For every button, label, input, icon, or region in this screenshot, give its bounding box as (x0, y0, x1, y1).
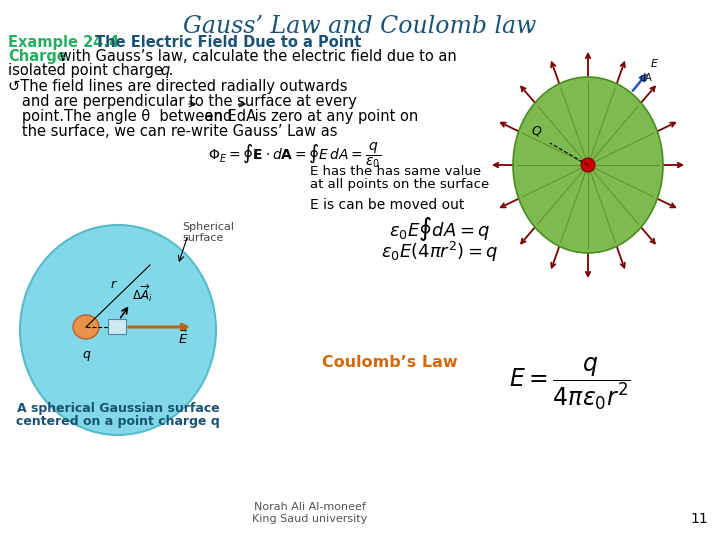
Text: dA: dA (639, 73, 652, 83)
Text: with Gauss’s law, calculate the electric field due to an: with Gauss’s law, calculate the electric… (55, 49, 456, 64)
Circle shape (581, 158, 595, 172)
Text: 11: 11 (690, 512, 708, 526)
Text: −: − (81, 320, 91, 333)
Text: q: q (82, 348, 90, 361)
Text: r: r (110, 278, 116, 291)
Text: q.: q. (160, 63, 174, 78)
Text: and are perpendicular to the surface at every: and are perpendicular to the surface at … (8, 94, 357, 109)
Text: E: E (651, 59, 658, 69)
Text: King Saud university: King Saud university (253, 514, 368, 524)
Bar (108, 319, 126, 334)
Text: point.The angle θ  between E: point.The angle θ between E (8, 109, 236, 124)
Text: $\epsilon_0 E(4\pi r^2) = q$: $\epsilon_0 E(4\pi r^2) = q$ (381, 240, 499, 264)
Text: The Electric Field Due to a Point: The Electric Field Due to a Point (95, 35, 361, 50)
Text: Coulomb’s Law: Coulomb’s Law (322, 355, 458, 370)
Text: Q: Q (531, 124, 541, 137)
Ellipse shape (20, 225, 216, 435)
Text: A spherical Gaussian surface: A spherical Gaussian surface (17, 402, 220, 415)
Text: $\vec{E}$: $\vec{E}$ (178, 329, 189, 347)
Text: E is can be moved out: E is can be moved out (310, 198, 464, 212)
Text: Spherical: Spherical (182, 222, 234, 232)
Text: Charge: Charge (8, 49, 67, 64)
Text: E has the has same value: E has the has same value (310, 165, 481, 178)
Text: $E = \dfrac{q}{4\pi\epsilon_0 r^2}$: $E = \dfrac{q}{4\pi\epsilon_0 r^2}$ (509, 355, 631, 412)
Text: at all points on the surface: at all points on the surface (310, 178, 490, 191)
Text: surface: surface (182, 233, 223, 243)
Text: Gauss’ Law and Coulomb law: Gauss’ Law and Coulomb law (184, 15, 536, 38)
Text: the surface, we can re-write Gauss’ Law as: the surface, we can re-write Gauss’ Law … (8, 124, 338, 139)
Text: Norah Ali Al-moneef: Norah Ali Al-moneef (254, 502, 366, 512)
Ellipse shape (73, 315, 99, 339)
Text: is zero at any point on: is zero at any point on (250, 109, 418, 124)
Text: ↺The field lines are directed radially outwards: ↺The field lines are directed radially o… (8, 79, 348, 94)
Text: $\overrightarrow{\Delta A_i}$: $\overrightarrow{\Delta A_i}$ (132, 282, 153, 304)
Ellipse shape (513, 77, 663, 253)
Text: and dA: and dA (200, 109, 256, 124)
Text: $\Phi_E = \oint \mathbf{E} \cdot d\mathbf{A} = \oint E\,dA = \dfrac{q}{\epsilon_: $\Phi_E = \oint \mathbf{E} \cdot d\mathb… (208, 140, 382, 170)
Text: centered on a point charge q: centered on a point charge q (16, 415, 220, 428)
Text: Example 24.4: Example 24.4 (8, 35, 125, 50)
Text: $\epsilon_0 E \oint dA = q$: $\epsilon_0 E \oint dA = q$ (390, 215, 491, 243)
Text: isolated point charge: isolated point charge (8, 63, 168, 78)
